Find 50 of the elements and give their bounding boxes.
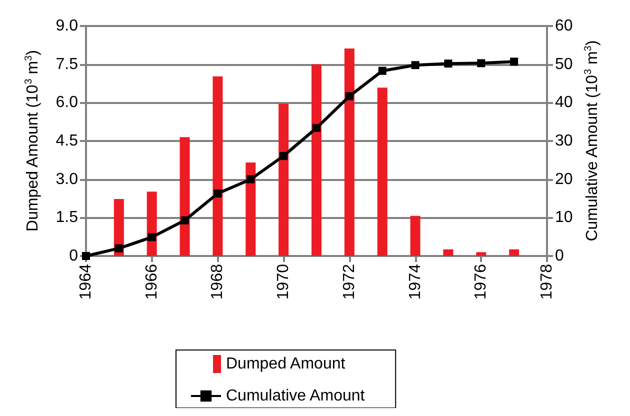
point [477, 59, 486, 68]
bar [377, 88, 388, 256]
y-tick-label: 4.5 [56, 132, 78, 150]
y2-tick-label: 0 [555, 248, 564, 264]
bar [509, 249, 520, 256]
point [411, 61, 420, 70]
bar [278, 104, 289, 256]
x-tick-label: 1978 [538, 264, 556, 300]
y2-axis-title: Cumulative Amount (103 m3) [583, 40, 602, 242]
bar [476, 252, 486, 256]
bar [410, 216, 420, 256]
bar [312, 64, 322, 256]
legend-label: Dumped Amount [226, 356, 346, 372]
bar [180, 137, 190, 256]
point [148, 233, 156, 242]
y2-tick-label: 50 [555, 56, 573, 73]
y2-tick-label: 30 [555, 132, 573, 150]
point [444, 60, 452, 68]
x-tick-label: 1964 [78, 264, 94, 300]
bar [212, 76, 223, 256]
y-axis-title: Dumped Amount (103 m3) [24, 50, 42, 232]
x-tick-label: 1974 [406, 264, 424, 300]
point [114, 244, 123, 252]
point [214, 190, 222, 198]
y-tick-label: 3.0 [56, 170, 78, 188]
point [246, 175, 255, 184]
y2-tick-label: 40 [555, 94, 573, 112]
y2-tick-label: 10 [555, 209, 573, 226]
x-tick-label: 1976 [472, 264, 490, 300]
point [180, 216, 189, 224]
y2-tick-label: 60 [555, 18, 573, 34]
x-tick-label: 1966 [143, 264, 160, 300]
y-tick-label: 1.5 [56, 209, 78, 226]
y2-tick-label: 20 [555, 170, 573, 188]
point [378, 66, 386, 75]
legend-label: Cumulative Amount [226, 388, 366, 404]
x-tick-label: 1972 [340, 264, 358, 300]
point [280, 152, 288, 160]
y-tick-label: 0 [69, 248, 78, 264]
y-tick-label: 6.0 [56, 94, 78, 112]
point [510, 58, 518, 66]
point [312, 124, 320, 132]
y-tick-label: 7.5 [56, 56, 78, 73]
x-tick-label: 1970 [275, 264, 292, 300]
x-tick-label: 1968 [209, 264, 226, 300]
bar [344, 48, 354, 256]
y-tick-label: 9.0 [56, 18, 78, 34]
bar [443, 249, 454, 256]
point [345, 92, 354, 100]
bar [246, 162, 256, 256]
